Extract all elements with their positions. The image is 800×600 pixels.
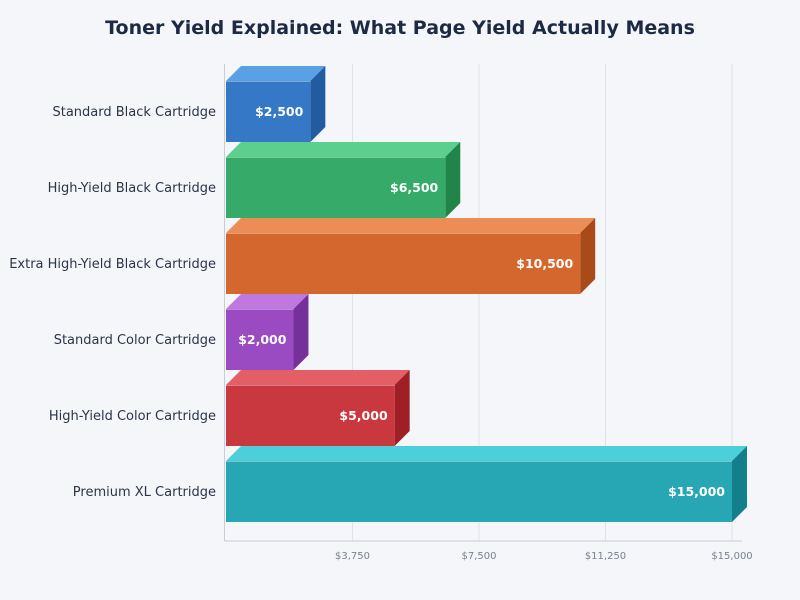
bar-side-face (310, 66, 326, 142)
bar-group: $15,000 (226, 446, 747, 522)
bar-side-face (394, 370, 410, 446)
x-tick-label: $7,500 (462, 551, 497, 562)
bar-group: $2,000 (226, 294, 309, 370)
bar (226, 461, 732, 522)
bar (226, 81, 311, 142)
category-label: High-Yield Black Cartridge (48, 181, 216, 196)
bar (226, 309, 294, 370)
bar-top-face (226, 66, 326, 81)
bar-top-face (226, 142, 461, 157)
bar-value-label: $6,500 (390, 180, 439, 195)
bar-value-label: $15,000 (668, 484, 725, 499)
category-label: Standard Black Cartridge (52, 105, 216, 120)
bar-value-label: $2,500 (255, 104, 304, 119)
x-axis-tick-labels: $3,750 $7,500 $11,250 $15,000 (335, 551, 753, 562)
x-tick-label: $11,250 (585, 551, 626, 562)
category-label: High-Yield Color Cartridge (49, 409, 216, 424)
bar-group: $10,500 (226, 218, 596, 294)
category-label: Standard Color Cartridge (54, 333, 216, 348)
bar-value-label: $5,000 (339, 408, 388, 423)
bar-side-face (732, 446, 747, 522)
axes (224, 64, 742, 542)
x-tick-label: $3,750 (335, 551, 370, 562)
bar-group: $2,500 (226, 66, 326, 142)
bar-top-face (226, 370, 410, 385)
category-label: Extra High-Yield Black Cartridge (9, 257, 216, 272)
bar-side-face (293, 294, 309, 370)
bars: $2,500 $6,500 $10,500 $2,000 $5,000 $15,000 (226, 66, 747, 522)
bar-group: $5,000 (226, 370, 410, 446)
bar-top-face (226, 446, 747, 461)
bar-side-face (445, 142, 461, 218)
bar (226, 157, 446, 218)
bar-group: $6,500 (226, 142, 461, 218)
bar-value-label: $10,500 (516, 256, 573, 271)
bar (226, 385, 395, 446)
bar-side-face (580, 218, 596, 294)
category-label: Premium XL Cartridge (73, 485, 216, 500)
bar-top-face (226, 294, 309, 309)
bar (226, 233, 581, 294)
chart-title: Toner Yield Explained: What Page Yield A… (105, 17, 695, 39)
bar-top-face (226, 218, 596, 233)
x-tick-label: $15,000 (711, 551, 752, 562)
bar-value-label: $2,000 (238, 332, 287, 347)
category-labels: Standard Black Cartridge High-Yield Black… (9, 105, 216, 500)
